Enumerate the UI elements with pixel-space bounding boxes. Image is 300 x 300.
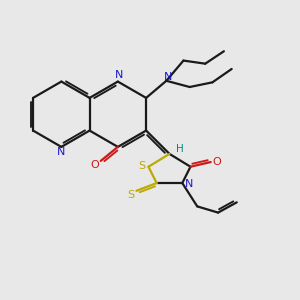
Text: S: S <box>138 161 145 171</box>
Text: O: O <box>91 160 100 170</box>
Text: N: N <box>164 72 172 82</box>
Text: N: N <box>185 179 193 189</box>
Text: O: O <box>212 157 221 167</box>
Text: S: S <box>127 190 134 200</box>
Text: N: N <box>115 70 124 80</box>
Text: H: H <box>176 144 183 154</box>
Text: N: N <box>57 148 65 158</box>
